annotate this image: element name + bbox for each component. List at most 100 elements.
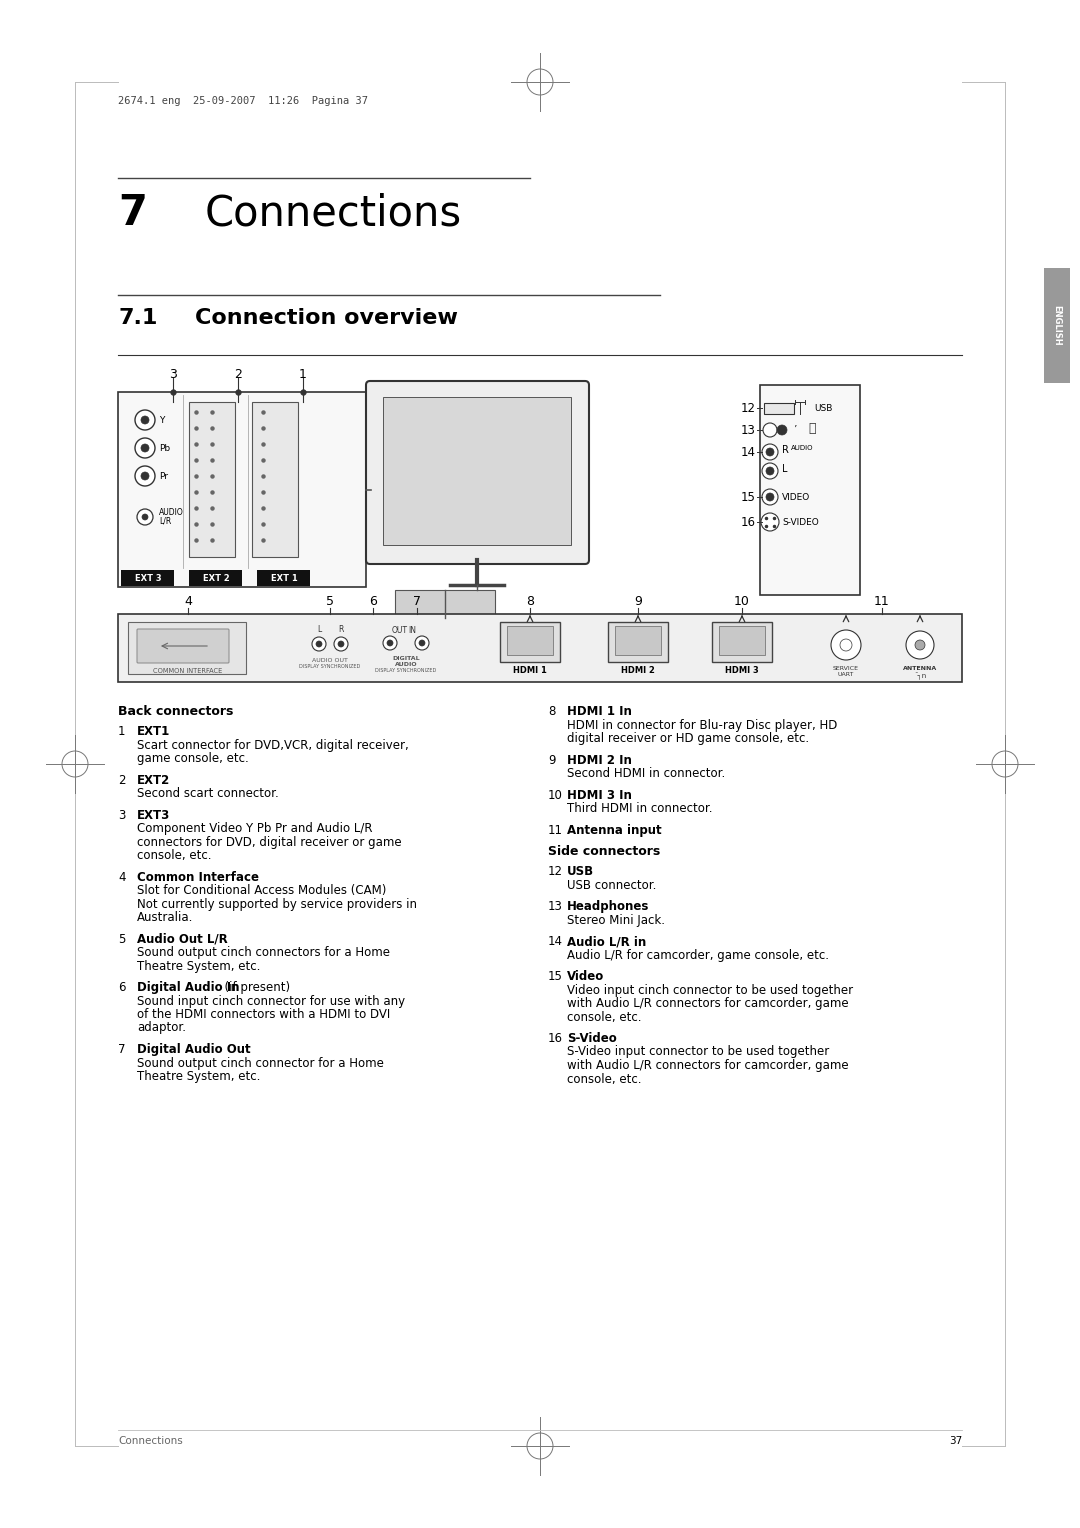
Text: EXT 1: EXT 1 [271, 573, 297, 582]
Text: 11: 11 [548, 824, 563, 836]
Circle shape [766, 448, 774, 455]
Text: DISPLAY SYNCHRONIZED: DISPLAY SYNCHRONIZED [299, 665, 361, 669]
FancyBboxPatch shape [760, 385, 860, 594]
Text: ¯┐n: ¯┐n [914, 672, 927, 680]
Text: USB: USB [567, 865, 594, 879]
Text: 14: 14 [741, 446, 756, 458]
Text: HDMI 2: HDMI 2 [621, 666, 654, 675]
Text: Sound output cinch connector for a Home: Sound output cinch connector for a Home [137, 1056, 383, 1070]
Text: 10: 10 [734, 594, 750, 608]
Text: 7: 7 [118, 1044, 125, 1056]
Text: 12: 12 [741, 402, 756, 414]
Text: Stereo Mini Jack.: Stereo Mini Jack. [567, 914, 665, 926]
Circle shape [135, 439, 156, 458]
FancyBboxPatch shape [719, 626, 765, 656]
Text: Antenna input: Antenna input [567, 824, 662, 836]
Text: ANTENNA: ANTENNA [903, 666, 937, 671]
Text: DIGITAL: DIGITAL [392, 656, 420, 662]
Text: Headphones: Headphones [567, 900, 649, 914]
Text: 2: 2 [118, 773, 125, 787]
Text: 4: 4 [118, 871, 125, 883]
FancyBboxPatch shape [137, 630, 229, 663]
Text: HDMI 1 In: HDMI 1 In [567, 704, 632, 718]
Text: USB connector.: USB connector. [567, 879, 657, 891]
Circle shape [316, 642, 322, 646]
FancyBboxPatch shape [189, 402, 235, 558]
Text: Audio L/R in: Audio L/R in [567, 935, 646, 947]
Text: Common Interface: Common Interface [137, 871, 259, 883]
Text: Second HDMI in connector.: Second HDMI in connector. [567, 767, 726, 779]
Text: 8: 8 [526, 594, 534, 608]
Text: HDMI 2 In: HDMI 2 In [567, 753, 632, 767]
Text: Theatre System, etc.: Theatre System, etc. [137, 1070, 260, 1083]
Text: Connections: Connections [118, 1436, 183, 1445]
FancyBboxPatch shape [118, 614, 962, 681]
FancyBboxPatch shape [395, 590, 495, 617]
Circle shape [762, 423, 777, 437]
Circle shape [906, 631, 934, 659]
Text: 1: 1 [118, 724, 125, 738]
Text: Sound input cinch connector for use with any: Sound input cinch connector for use with… [137, 995, 405, 1007]
Text: Connections: Connections [205, 193, 462, 234]
FancyBboxPatch shape [257, 570, 310, 587]
Text: VIDEO: VIDEO [782, 492, 810, 501]
Text: game console, etc.: game console, etc. [137, 752, 248, 766]
Text: 6: 6 [369, 594, 377, 608]
Text: AUDIO: AUDIO [159, 507, 184, 516]
Circle shape [762, 445, 778, 460]
Text: 🎧: 🎧 [808, 422, 815, 434]
Circle shape [141, 416, 149, 423]
Circle shape [141, 472, 149, 480]
Text: digital receiver or HD game console, etc.: digital receiver or HD game console, etc… [567, 732, 809, 746]
Text: of the HDMI connectors with a HDMI to DVI: of the HDMI connectors with a HDMI to DV… [137, 1008, 390, 1021]
Circle shape [334, 637, 348, 651]
Text: 16: 16 [741, 515, 756, 529]
FancyBboxPatch shape [252, 402, 298, 558]
Text: EXT3: EXT3 [137, 808, 171, 822]
Circle shape [312, 637, 326, 651]
Text: 37: 37 [948, 1436, 962, 1445]
Text: 13: 13 [548, 900, 563, 914]
Text: AUDIO OUT: AUDIO OUT [312, 659, 348, 663]
Circle shape [338, 642, 345, 646]
Text: HDMI 1: HDMI 1 [513, 666, 546, 675]
Text: SERVICE: SERVICE [833, 666, 859, 671]
Text: AUDIO: AUDIO [394, 662, 417, 668]
Text: UART: UART [838, 672, 854, 677]
FancyBboxPatch shape [1044, 267, 1070, 384]
Text: ’: ’ [793, 425, 797, 435]
Text: 14: 14 [548, 935, 563, 947]
Text: 15: 15 [548, 970, 563, 983]
Text: Not currently supported by service providers in: Not currently supported by service provi… [137, 897, 417, 911]
Text: 6: 6 [118, 981, 125, 995]
FancyBboxPatch shape [764, 403, 794, 414]
Text: Side connectors: Side connectors [548, 845, 660, 859]
Text: HDMI in connector for Blu-ray Disc player, HD: HDMI in connector for Blu-ray Disc playe… [567, 718, 837, 732]
Text: R: R [338, 625, 343, 634]
Text: Digital Audio In: Digital Audio In [137, 981, 240, 995]
Text: Back connectors: Back connectors [118, 704, 233, 718]
Text: Australia.: Australia. [137, 911, 193, 924]
Text: COMMON INTERFACE: COMMON INTERFACE [153, 668, 222, 674]
FancyBboxPatch shape [121, 570, 174, 587]
Text: 9: 9 [548, 753, 555, 767]
Text: L/R: L/R [159, 516, 172, 526]
FancyBboxPatch shape [366, 380, 589, 564]
Text: 7: 7 [118, 193, 147, 234]
Circle shape [387, 640, 393, 646]
Text: Video input cinch connector to be used together: Video input cinch connector to be used t… [567, 984, 853, 996]
Text: console, etc.: console, etc. [567, 1073, 642, 1085]
Circle shape [141, 513, 148, 520]
Text: Y: Y [159, 416, 164, 425]
FancyBboxPatch shape [507, 626, 553, 656]
Circle shape [137, 509, 153, 526]
Text: adaptor.: adaptor. [137, 1022, 186, 1034]
Circle shape [762, 489, 778, 504]
Text: 3: 3 [118, 808, 125, 822]
Text: Slot for Conditional Access Modules (CAM): Slot for Conditional Access Modules (CAM… [137, 885, 387, 897]
Circle shape [777, 425, 787, 435]
Circle shape [761, 513, 779, 532]
Text: 7: 7 [413, 594, 421, 608]
Circle shape [383, 636, 397, 649]
Text: L: L [316, 625, 321, 634]
